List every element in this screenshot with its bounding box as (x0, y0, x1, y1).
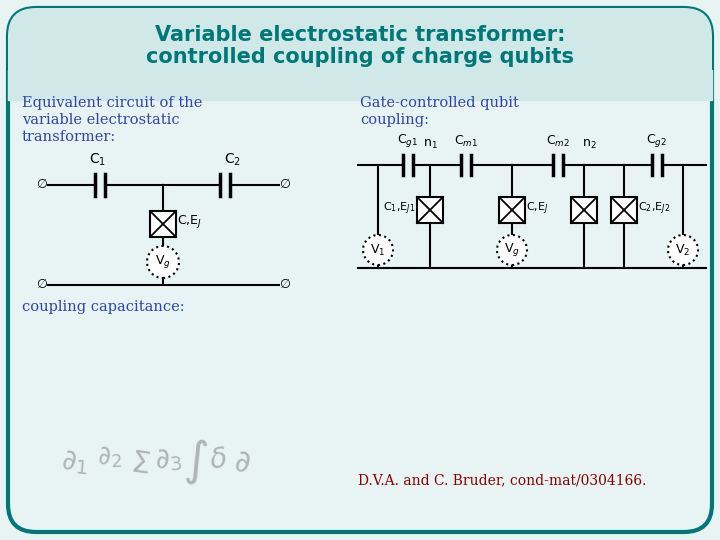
Text: D.V.A. and C. Bruder, cond-mat/0304166.: D.V.A. and C. Bruder, cond-mat/0304166. (358, 473, 647, 487)
Text: transformer:: transformer: (22, 130, 116, 144)
Text: $\partial_1$: $\partial_1$ (60, 447, 90, 477)
Text: V$_{g}$: V$_{g}$ (504, 241, 520, 259)
Bar (417, 197, 443, 223)
Text: variable electrostatic: variable electrostatic (22, 113, 179, 127)
Circle shape (668, 235, 698, 265)
Bar (611, 197, 637, 223)
Text: controlled coupling of charge qubits: controlled coupling of charge qubits (146, 47, 574, 67)
FancyBboxPatch shape (8, 8, 712, 100)
Circle shape (497, 235, 527, 265)
Text: C$_1$: C$_1$ (89, 152, 107, 168)
Text: $\emptyset$: $\emptyset$ (36, 277, 48, 291)
Text: C$_2$: C$_2$ (225, 152, 241, 168)
Text: C$_{g2}$: C$_{g2}$ (647, 132, 667, 149)
Text: C$_{m2}$: C$_{m2}$ (546, 134, 570, 149)
Text: $\emptyset$: $\emptyset$ (279, 277, 291, 291)
Text: $\partial_3$: $\partial_3$ (153, 445, 183, 475)
Text: coupling capacitance:: coupling capacitance: (22, 300, 184, 314)
Text: $\emptyset$: $\emptyset$ (36, 177, 48, 191)
Bar (571, 197, 597, 223)
Circle shape (147, 246, 179, 278)
Text: $\partial$: $\partial$ (233, 447, 251, 479)
FancyBboxPatch shape (8, 8, 712, 532)
Text: $\delta$: $\delta$ (207, 446, 229, 475)
Circle shape (363, 235, 393, 265)
Text: Variable electrostatic transformer:: Variable electrostatic transformer: (155, 25, 565, 45)
Text: C$_2$,E$_{J2}$: C$_2$,E$_{J2}$ (638, 201, 670, 217)
Text: n$_2$: n$_2$ (582, 138, 596, 151)
Text: $\Sigma$: $\Sigma$ (128, 447, 152, 481)
Text: C,E$_J$: C,E$_J$ (526, 201, 549, 217)
Text: V$_{g}$: V$_{g}$ (155, 253, 171, 271)
Text: C$_1$,E$_{J1}$: C$_1$,E$_{J1}$ (382, 201, 415, 217)
Text: V$_{2}$: V$_{2}$ (675, 242, 690, 258)
Text: n$_1$: n$_1$ (423, 138, 437, 151)
Text: coupling:: coupling: (360, 113, 429, 127)
Text: $\emptyset$: $\emptyset$ (279, 177, 291, 191)
Text: $\partial_2$: $\partial_2$ (97, 445, 123, 471)
Bar (8, 70, 712, 100)
Text: C$_{g1}$: C$_{g1}$ (397, 132, 418, 149)
Text: V$_{1}$: V$_{1}$ (370, 242, 386, 258)
Text: Gate-controlled qubit: Gate-controlled qubit (360, 96, 519, 110)
Bar (499, 197, 525, 223)
Text: $\int$: $\int$ (181, 436, 208, 488)
Bar (150, 211, 176, 237)
Text: C,E$_J$: C,E$_J$ (177, 213, 202, 231)
Text: Equivalent circuit of the: Equivalent circuit of the (22, 96, 202, 110)
Text: C$_{m1}$: C$_{m1}$ (454, 134, 478, 149)
